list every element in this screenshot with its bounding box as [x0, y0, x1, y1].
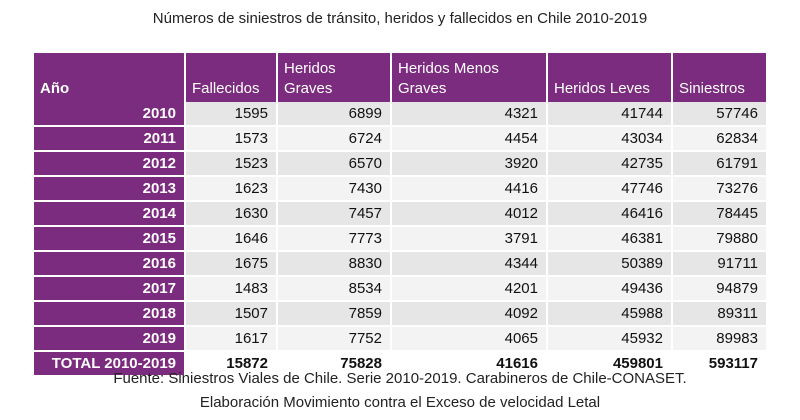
cell-fallecidos: 1523	[185, 151, 278, 177]
cell-year: 2019	[34, 326, 186, 352]
cell-heridos-graves: 6899	[277, 102, 392, 127]
cell-heridos-graves: 6570	[277, 151, 392, 177]
cell-siniestros: 89311	[672, 301, 766, 327]
cell-heridos-leves: 41744	[547, 102, 673, 127]
cell-fallecidos: 1483	[185, 276, 278, 302]
cell-heridos-graves: 7457	[277, 201, 392, 227]
cell-heridos-graves: 8534	[277, 276, 392, 302]
header-heridos-leves: Heridos Leves	[547, 53, 673, 102]
cell-siniestros: 62834	[672, 126, 766, 152]
cell-siniestros: 94879	[672, 276, 766, 302]
cell-fallecidos: 1617	[185, 326, 278, 352]
cell-heridos-menos-graves: 4201	[391, 276, 548, 302]
total-heridos-menos-graves: 41616	[391, 351, 548, 377]
cell-fallecidos: 1595	[185, 102, 278, 127]
cell-year: 2018	[34, 301, 186, 327]
cell-year: 2013	[34, 176, 186, 202]
cell-heridos-menos-graves: 4065	[391, 326, 548, 352]
cell-heridos-leves: 45932	[547, 326, 673, 352]
header-heridos-graves: Heridos Graves	[277, 53, 392, 102]
source-note: Fuente: Siniestros Viales de Chile. Seri…	[113, 370, 687, 387]
cell-heridos-leves: 45988	[547, 301, 673, 327]
cell-siniestros: 73276	[672, 176, 766, 202]
table-row: 2013 1623 7430 4416 47746 73276	[34, 176, 766, 202]
cell-year: 2014	[34, 201, 186, 227]
cell-heridos-menos-graves: 4012	[391, 201, 548, 227]
total-fallecidos: 15872	[185, 351, 278, 377]
cell-fallecidos: 1646	[185, 226, 278, 252]
cell-siniestros: 61791	[672, 151, 766, 177]
cell-fallecidos: 1623	[185, 176, 278, 202]
cell-heridos-menos-graves: 4416	[391, 176, 548, 202]
cell-fallecidos: 1573	[185, 126, 278, 152]
cell-heridos-menos-graves: 4454	[391, 126, 548, 152]
cell-siniestros: 91711	[672, 251, 766, 277]
cell-heridos-leves: 46416	[547, 201, 673, 227]
credit-note: Elaboración Movimiento contra el Exceso …	[199, 394, 601, 411]
cell-year: 2016	[34, 251, 186, 277]
cell-heridos-leves: 49436	[547, 276, 673, 302]
table-row: 2019 1617 7752 4065 45932 89983	[34, 326, 766, 352]
cell-year: 2010	[34, 102, 186, 127]
table-row: 2017 1483 8534 4201 49436 94879	[34, 276, 766, 302]
header-fallecidos: Fallecidos	[185, 53, 278, 102]
header-row: Año Fallecidos Heridos Graves Heridos Me…	[34, 53, 766, 102]
cell-heridos-menos-graves: 4321	[391, 102, 548, 127]
cell-year: 2011	[34, 126, 186, 152]
cell-heridos-graves: 8830	[277, 251, 392, 277]
table-row: 2010 1595 6899 4321 41744 57746	[34, 102, 766, 127]
header-heridos-menos-graves: Heridos Menos Graves	[391, 53, 548, 102]
cell-year: 2012	[34, 151, 186, 177]
cell-siniestros: 57746	[672, 102, 766, 127]
cell-siniestros: 78445	[672, 201, 766, 227]
cell-heridos-leves: 47746	[547, 176, 673, 202]
table-row: 2012 1523 6570 3920 42735 61791	[34, 151, 766, 177]
table-row: 2014 1630 7457 4012 46416 78445	[34, 201, 766, 227]
total-heridos-leves: 459801	[547, 351, 673, 377]
cell-heridos-graves: 7859	[277, 301, 392, 327]
cell-siniestros: 79880	[672, 226, 766, 252]
cell-heridos-leves: 43034	[547, 126, 673, 152]
total-siniestros: 593117	[672, 351, 766, 377]
cell-fallecidos: 1507	[185, 301, 278, 327]
cell-heridos-graves: 7430	[277, 176, 392, 202]
total-row: TOTAL 2010-2019 15872 75828 41616 459801 5931…	[34, 351, 766, 377]
total-year: TOTAL 2010-2019	[34, 351, 186, 377]
total-heridos-graves: 75828	[277, 351, 392, 377]
table-row: 2015 1646 7773 3791 46381 79880	[34, 226, 766, 252]
cell-fallecidos: 1630	[185, 201, 278, 227]
cell-heridos-graves: 7773	[277, 226, 392, 252]
cell-heridos-leves: 50389	[547, 251, 673, 277]
accident-statistics-table: Año Fallecidos Heridos Graves Heridos Me…	[34, 53, 766, 377]
cell-heridos-graves: 6724	[277, 126, 392, 152]
cell-siniestros: 89983	[672, 326, 766, 352]
cell-year: 2017	[34, 276, 186, 302]
table-row: 2011 1573 6724 4454 43034 62834	[34, 126, 766, 152]
header-siniestros: Siniestros	[672, 53, 766, 102]
cell-heridos-leves: 46381	[547, 226, 673, 252]
cell-heridos-menos-graves: 3920	[391, 151, 548, 177]
cell-heridos-menos-graves: 3791	[391, 226, 548, 252]
cell-heridos-leves: 42735	[547, 151, 673, 177]
cell-fallecidos: 1675	[185, 251, 278, 277]
cell-heridos-menos-graves: 4092	[391, 301, 548, 327]
table-row: 2016 1675 8830 4344 50389 91711	[34, 251, 766, 277]
table-body: 2010 1595 6899 4321 41744 57746 2011 1573 6724 44…	[34, 102, 766, 377]
table-title: Números de siniestros de tránsito, herid…	[152, 10, 648, 27]
table-row: 2018 1507 7859 4092 45988 89311	[34, 301, 766, 327]
cell-heridos-menos-graves: 4344	[391, 251, 548, 277]
cell-heridos-graves: 7752	[277, 326, 392, 352]
cell-year: 2015	[34, 226, 186, 252]
header-year: Año	[34, 53, 186, 102]
